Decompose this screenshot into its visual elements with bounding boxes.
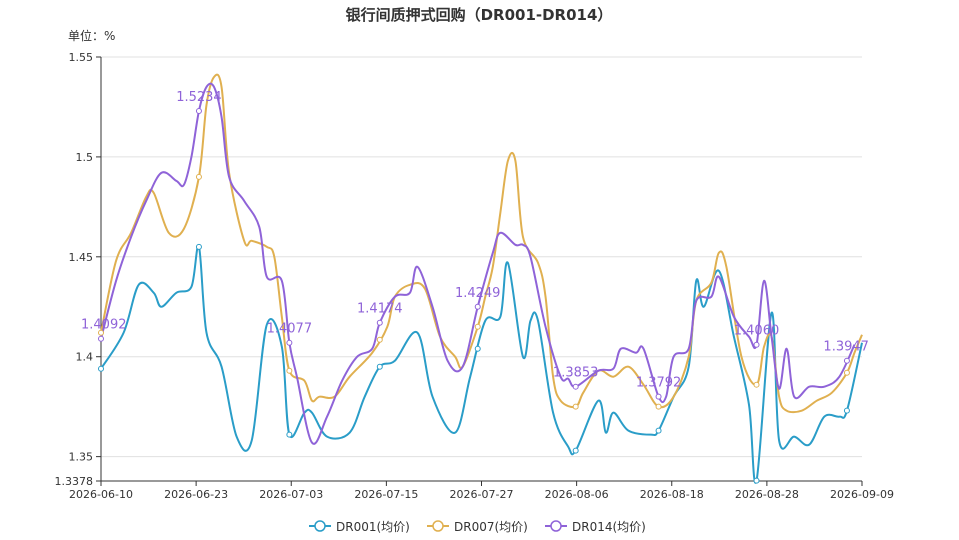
data-point[interactable] bbox=[286, 367, 293, 374]
y-tick-label: 1.45 bbox=[69, 251, 94, 264]
data-point[interactable] bbox=[843, 407, 850, 414]
data-label: 1.3792 bbox=[636, 376, 682, 391]
x-tick-label: 2026-08-28 bbox=[735, 488, 799, 501]
data-labels: 1.4092 1.5234 1.4077 1.4174 1.4249 1.3853 1.37… bbox=[81, 90, 869, 391]
data-label: 1.3947 bbox=[823, 340, 869, 355]
data-point[interactable] bbox=[376, 336, 383, 343]
data-point[interactable] bbox=[655, 393, 662, 400]
x-tick-label: 2026-06-23 bbox=[164, 488, 228, 501]
data-point[interactable] bbox=[572, 403, 579, 410]
data-label: 1.3853 bbox=[553, 366, 599, 381]
data-point[interactable] bbox=[572, 383, 579, 390]
y-tick-label: 1.35 bbox=[69, 451, 94, 464]
y-tick-label: 1.5 bbox=[76, 151, 94, 164]
x-tick-label: 2026-07-27 bbox=[450, 488, 514, 501]
data-point[interactable] bbox=[98, 365, 104, 372]
data-point[interactable] bbox=[572, 447, 579, 454]
data-point[interactable] bbox=[655, 403, 662, 410]
series-line-1 bbox=[100, 245, 863, 484]
series-line-2 bbox=[100, 73, 863, 414]
data-label: 1.4249 bbox=[455, 286, 501, 301]
legend-label: DR001(均价) bbox=[336, 520, 410, 534]
chart-title: 银行间质押式回购（DR001-DR014） bbox=[346, 6, 613, 24]
legend-marker bbox=[314, 520, 326, 532]
legend-marker bbox=[550, 520, 562, 532]
data-point[interactable] bbox=[753, 341, 760, 348]
legend-label: DR007(均价) bbox=[454, 520, 528, 534]
x-tick-label: 2026-08-18 bbox=[640, 488, 704, 501]
legend[interactable]: DR001(均价) DR007(均价) DR014(均价) bbox=[309, 520, 646, 534]
data-point[interactable] bbox=[195, 107, 202, 114]
x-tick-label: 2026-09-09 bbox=[830, 488, 894, 501]
data-label: 1.4174 bbox=[357, 302, 403, 317]
data-point[interactable] bbox=[376, 319, 383, 326]
data-markers bbox=[98, 107, 850, 484]
legend-item-3[interactable]: DR014(均价) bbox=[545, 520, 646, 534]
legend-item-2[interactable]: DR007(均价) bbox=[427, 520, 528, 534]
x-tick-label: 2026-08-06 bbox=[545, 488, 609, 501]
data-label: 1.5234 bbox=[176, 90, 222, 105]
data-point[interactable] bbox=[843, 357, 850, 364]
data-point[interactable] bbox=[474, 323, 481, 330]
legend-label: DR014(均价) bbox=[572, 520, 646, 534]
legend-item-1[interactable]: DR001(均价) bbox=[309, 520, 410, 534]
x-tick-label: 2026-07-03 bbox=[259, 488, 323, 501]
data-point[interactable] bbox=[655, 427, 662, 434]
data-point[interactable] bbox=[98, 329, 104, 336]
data-label: 1.4060 bbox=[734, 324, 780, 339]
y-tick-label: 1.4 bbox=[76, 351, 94, 364]
unit-label: 单位：% bbox=[68, 28, 115, 43]
data-label: 1.4077 bbox=[267, 322, 313, 337]
data-point[interactable] bbox=[376, 363, 383, 370]
y-tick-label: 1.55 bbox=[69, 51, 94, 64]
data-label: 1.4092 bbox=[81, 318, 127, 333]
legend-marker bbox=[432, 520, 444, 532]
data-point[interactable] bbox=[195, 243, 202, 250]
data-point[interactable] bbox=[98, 335, 104, 342]
data-point[interactable] bbox=[195, 173, 202, 180]
data-point[interactable] bbox=[843, 369, 850, 376]
x-tick-label: 2026-06-10 bbox=[69, 488, 133, 501]
data-point[interactable] bbox=[286, 431, 293, 438]
data-point[interactable] bbox=[474, 345, 481, 352]
data-point[interactable] bbox=[753, 381, 760, 388]
series-lines bbox=[100, 73, 863, 484]
data-point[interactable] bbox=[753, 477, 760, 484]
x-tick-label: 2026-07-15 bbox=[354, 488, 418, 501]
data-point[interactable] bbox=[286, 339, 293, 346]
series-line-3 bbox=[100, 82, 856, 445]
data-point[interactable] bbox=[474, 303, 481, 310]
y-tick-label: 1.3378 bbox=[55, 475, 94, 488]
